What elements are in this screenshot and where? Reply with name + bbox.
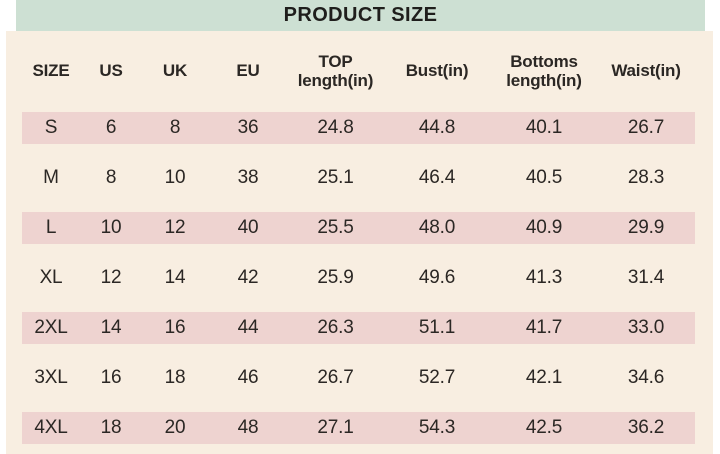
table-cell: 28.3 (627, 167, 665, 188)
table-cell: 24.8 (317, 117, 354, 138)
size-label-cell: 4XL (34, 417, 68, 438)
table-cell: 8 (105, 167, 117, 188)
table-cell: 40 (237, 217, 259, 238)
column-header: TOP length(in) (297, 51, 374, 90)
table-cell: 25.1 (317, 167, 354, 188)
table-cell: 41.7 (525, 317, 563, 338)
table-cell: 26.7 (317, 367, 354, 388)
table-cell: 14 (164, 267, 186, 288)
size-table-card: SIZE US UK EU TOP length(in) Bust(in) Bottoms … (6, 31, 713, 454)
table-cell: 10 (100, 217, 122, 238)
table-cell: 36 (237, 117, 259, 138)
table-cell: 6 (105, 117, 117, 138)
column-header: Bust(in) (405, 61, 469, 81)
table-cell: 46.4 (418, 167, 456, 188)
table-cell: 8 (169, 117, 181, 138)
table-cell: 44.8 (418, 117, 456, 138)
table-cell: 26.3 (317, 317, 354, 338)
table-body: S 6 8 36 24.8 44.8 40.1 26.7 M 8 10 38 25.1 46.4 40.5 2… (6, 103, 713, 453)
table-cell: 54.3 (418, 417, 456, 438)
column-header: US (99, 61, 123, 81)
table-cell: 20 (164, 417, 186, 438)
column-header: Waist(in) (611, 61, 681, 81)
size-label-cell: XL (39, 267, 63, 288)
column-header: Bottoms length(in) (506, 51, 582, 90)
table-cell: 46 (237, 367, 259, 388)
table-cell: 40.9 (525, 217, 563, 238)
table-cell: 48.0 (418, 217, 456, 238)
table-cell: 49.6 (418, 267, 456, 288)
table-cell: 27.1 (317, 417, 354, 438)
table-cell: 26.7 (627, 117, 665, 138)
table-cell: 10 (164, 167, 186, 188)
table-cell: 42.5 (525, 417, 563, 438)
table-cell: 42 (237, 267, 259, 288)
table-cell: 52.7 (418, 367, 456, 388)
table-cell: 36.2 (627, 417, 665, 438)
table-cell: 12 (100, 267, 122, 288)
table-cell: 41.3 (525, 267, 563, 288)
table-row: 4XL 18 20 48 27.1 54.3 42.5 36.2 (22, 403, 695, 453)
table-row: XL 12 14 42 25.9 49.6 41.3 31.4 (22, 253, 695, 303)
table-cell: 29.9 (627, 217, 665, 238)
table-cell: 12 (164, 217, 186, 238)
table-cell: 33.0 (627, 317, 665, 338)
size-label-cell: L (45, 217, 57, 238)
table-row: 3XL 16 18 46 26.7 52.7 42.1 34.6 (22, 353, 695, 403)
table-row: L 10 12 40 25.5 48.0 40.9 29.9 (22, 203, 695, 253)
table-cell: 14 (100, 317, 122, 338)
table-row: S 6 8 36 24.8 44.8 40.1 26.7 (22, 103, 695, 153)
size-label-cell: M (43, 167, 59, 188)
table-cell: 42.1 (525, 367, 563, 388)
table-header-row: SIZE US UK EU TOP length(in) Bust(in) Bottoms … (6, 31, 713, 103)
table-cell: 25.9 (317, 267, 354, 288)
table-cell: 44 (237, 317, 259, 338)
table-cell: 18 (100, 417, 122, 438)
table-row: M 8 10 38 25.1 46.4 40.5 28.3 (22, 153, 695, 203)
table-cell: 18 (164, 367, 186, 388)
table-cell: 31.4 (627, 267, 665, 288)
column-header: UK (162, 61, 188, 81)
table-cell: 16 (100, 367, 122, 388)
table-cell: 38 (237, 167, 259, 188)
page-title: PRODUCT SIZE (283, 4, 438, 26)
size-label-cell: S (44, 117, 58, 138)
column-header: SIZE (32, 61, 70, 81)
table-cell: 48 (237, 417, 259, 438)
table-row: 2XL 14 16 44 26.3 51.1 41.7 33.0 (22, 303, 695, 353)
size-label-cell: 2XL (34, 317, 68, 338)
table-cell: 16 (164, 317, 186, 338)
table-cell: 25.5 (317, 217, 354, 238)
column-header: EU (236, 61, 260, 81)
title-bar: PRODUCT SIZE (16, 0, 705, 31)
table-cell: 34.6 (627, 367, 665, 388)
table-cell: 40.5 (525, 167, 563, 188)
table-cell: 51.1 (418, 317, 456, 338)
size-label-cell: 3XL (34, 367, 68, 388)
table-cell: 40.1 (525, 117, 563, 138)
